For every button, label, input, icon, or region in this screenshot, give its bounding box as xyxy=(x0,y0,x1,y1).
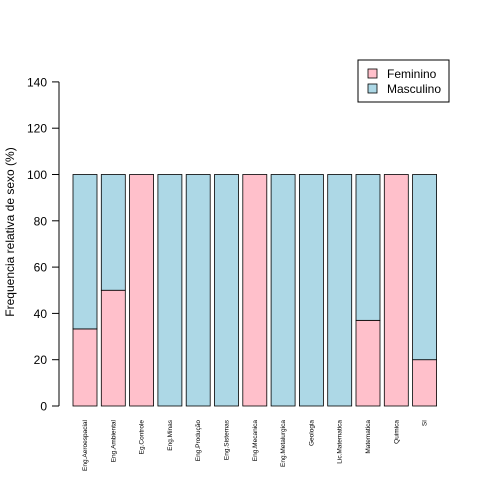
bar-masculino-1 xyxy=(100,174,126,291)
y-tick-label-100: 100 xyxy=(27,168,47,182)
legend-swatch-0 xyxy=(367,68,378,79)
legend-box xyxy=(357,59,450,103)
x-tick-label-1: Eng.Ambiental xyxy=(110,419,117,462)
bar-masculino-7 xyxy=(270,174,296,407)
x-tick-label-9: Lic.Matematica xyxy=(337,420,344,464)
y-tick-label-120: 120 xyxy=(27,122,47,136)
x-tick-label-11: Quimica xyxy=(393,420,400,444)
bar-masculino-9 xyxy=(327,174,353,407)
bar-masculino-4 xyxy=(185,174,211,407)
bar-masculino-0 xyxy=(72,174,98,330)
x-tick-label-5: Eng.Sistemas xyxy=(224,419,231,460)
x-tick-label-10: Matematica xyxy=(365,420,372,454)
bar-feminino-11 xyxy=(383,174,409,407)
y-tick-label-0: 0 xyxy=(40,400,47,414)
bars-layer xyxy=(72,174,438,407)
y-tick-label-20: 20 xyxy=(34,353,48,367)
bar-masculino-3 xyxy=(157,174,183,407)
x-tick-label-2: Eg.Controle xyxy=(139,420,146,455)
bar-masculino-12 xyxy=(412,174,438,361)
y-tick-label-140: 140 xyxy=(27,75,47,89)
bar-masculino-10 xyxy=(355,174,381,321)
x-tick-label-0: Eng.Aeroespacial xyxy=(82,419,89,471)
bar-feminino-6 xyxy=(242,174,268,407)
bar-masculino-5 xyxy=(214,174,239,407)
x-tick-label-3: Eng.Minas xyxy=(167,419,174,450)
bar-feminino-1 xyxy=(100,289,126,407)
legend-label-0: Feminino xyxy=(387,67,437,81)
bar-feminino-12 xyxy=(412,359,438,407)
y-axis: 0 20 40 60 80 100 120 140 xyxy=(27,75,60,414)
x-tick-label-8: Geologia xyxy=(308,420,315,446)
x-tick-label-6: Eng.Mecanica xyxy=(252,420,259,462)
y-tick-label-40: 40 xyxy=(34,307,48,321)
y-axis-label: Frequencia relativa de sexo (%) xyxy=(3,147,17,316)
legend-swatch-1 xyxy=(367,83,378,94)
x-tick-label-4: Eng.Produção xyxy=(195,420,202,462)
bar-feminino-2 xyxy=(129,174,155,407)
bar-feminino-10 xyxy=(355,319,381,407)
x-tick-label-12: SI xyxy=(422,420,429,426)
bar-masculino-8 xyxy=(298,174,324,407)
bar-feminino-0 xyxy=(72,328,98,407)
y-tick-label-80: 80 xyxy=(34,214,48,228)
legend-label-1: Masculino xyxy=(387,82,441,96)
y-tick-label-60: 60 xyxy=(34,261,48,275)
x-axis-labels: Eng.Aeroespacial Eng.Ambiental Eg.Controle… xyxy=(82,419,429,471)
x-tick-label-7: Eng.Metalurgica xyxy=(280,420,287,467)
